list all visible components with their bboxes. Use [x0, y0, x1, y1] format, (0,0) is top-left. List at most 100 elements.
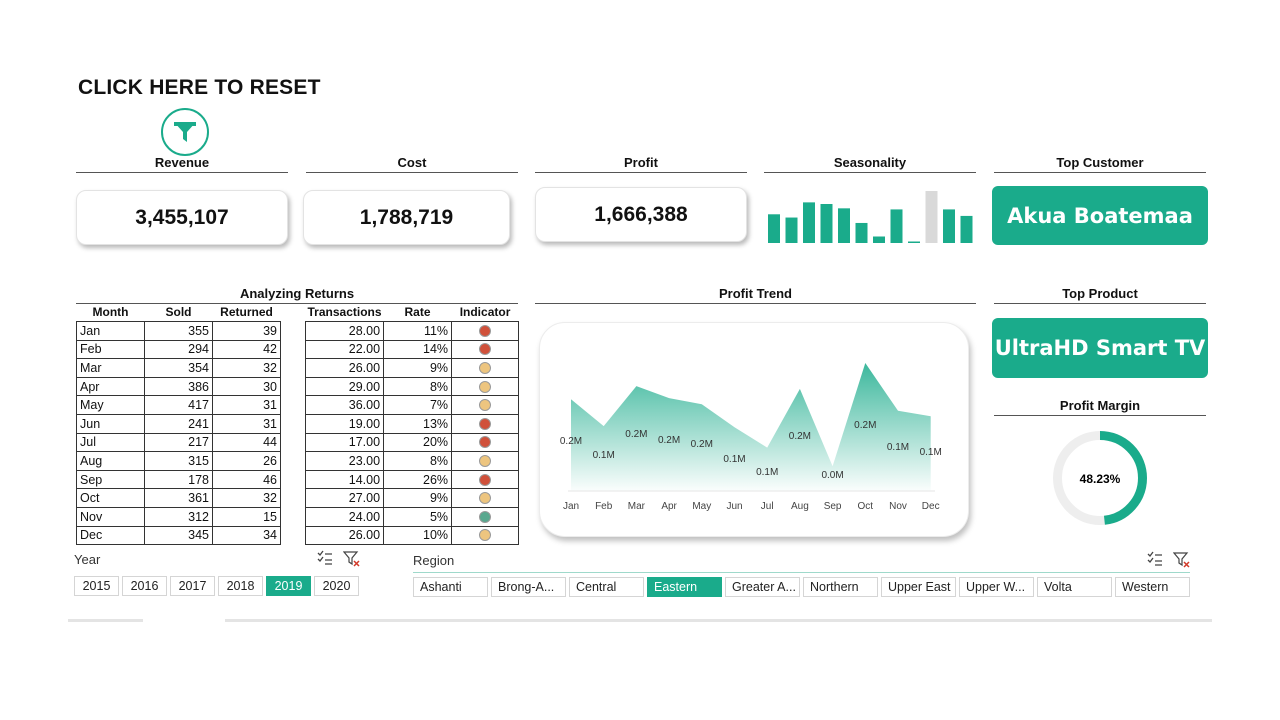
- cell-month: Apr: [76, 376, 145, 397]
- region-option-2[interactable]: Central: [569, 577, 644, 597]
- year-option-2018[interactable]: 2018: [218, 576, 263, 596]
- cell-month: Jan: [76, 321, 145, 341]
- profit-margin-value: 48.23%: [1080, 472, 1121, 486]
- cell-returned: 42: [212, 339, 281, 360]
- table-row: Jun 241 31: [76, 413, 281, 434]
- profit-value: 1,666,388: [594, 202, 688, 226]
- cell-transactions: 17.00: [304, 432, 385, 453]
- cell-sold: 294: [144, 339, 213, 360]
- cell-month: Jul: [76, 432, 145, 453]
- data-label: 0.1M: [593, 450, 615, 461]
- cell-month: Dec: [76, 525, 145, 546]
- clear-filter-icon[interactable]: [1172, 551, 1190, 573]
- table-row: 22.00 14%: [304, 339, 520, 360]
- profit-title: Profit: [535, 155, 747, 173]
- x-tick-label: Jun: [726, 501, 742, 512]
- revenue-card: 3,455,107: [76, 190, 288, 245]
- col-rate: Rate: [404, 305, 431, 319]
- cell-indicator: [451, 488, 520, 508]
- seasonality-bar: [768, 214, 780, 243]
- table-row: Oct 361 32: [76, 488, 281, 508]
- cell-sold: 361: [144, 488, 213, 508]
- cell-returned: 46: [212, 469, 281, 490]
- x-tick-label: Nov: [889, 501, 907, 512]
- cell-sold: 217: [144, 432, 213, 453]
- seasonality-bar: [890, 209, 903, 243]
- top-customer-value: Akua Boatemaa: [1007, 203, 1193, 228]
- year-option-2017[interactable]: 2017: [170, 576, 215, 596]
- x-tick-label: Oct: [858, 501, 874, 512]
- cell-returned: 30: [212, 376, 281, 397]
- indicator-dot-icon: [479, 454, 492, 467]
- region-option-0[interactable]: Ashanti: [413, 577, 488, 597]
- table-row: 36.00 7%: [304, 395, 520, 415]
- table-row: 23.00 8%: [304, 451, 520, 471]
- table-row: Sep 178 46: [76, 469, 281, 490]
- col-month: Month: [92, 305, 129, 319]
- x-tick-label: Aug: [791, 501, 809, 512]
- year-option-2020[interactable]: 2020: [314, 576, 359, 596]
- seasonality-bar: [820, 204, 833, 243]
- region-option-7[interactable]: Upper W...: [959, 577, 1034, 597]
- cell-sold: 417: [144, 395, 213, 415]
- reset-button[interactable]: CLICK HERE TO RESET: [78, 76, 321, 99]
- clear-filter-icon[interactable]: [342, 550, 360, 572]
- region-option-1[interactable]: Brong-A...: [491, 577, 566, 597]
- cell-rate: 26%: [383, 469, 453, 490]
- x-tick-label: Sep: [824, 501, 842, 512]
- year-slicer-label: Year: [74, 552, 101, 567]
- top-customer-card: Akua Boatemaa: [992, 186, 1208, 245]
- table-row: Aug 315 26: [76, 451, 281, 471]
- data-label: 0.2M: [625, 429, 647, 440]
- profit-margin-title: Profit Margin: [994, 398, 1206, 416]
- seasonality-bar: [803, 202, 815, 243]
- indicator-dot-icon: [479, 510, 492, 523]
- profit-trend-title: Profit Trend: [535, 286, 976, 304]
- indicator-dot-icon: [479, 380, 492, 393]
- region-option-8[interactable]: Volta: [1037, 577, 1112, 597]
- year-option-2016[interactable]: 2016: [122, 576, 167, 596]
- indicator-dot-icon: [479, 417, 492, 430]
- horizontal-scrollbar[interactable]: [68, 619, 1212, 622]
- data-label: 0.1M: [723, 454, 745, 465]
- multi-select-icon[interactable]: [1147, 551, 1163, 572]
- region-option-3[interactable]: Eastern: [647, 577, 722, 597]
- cell-month: May: [76, 395, 145, 415]
- top-product-title: Top Product: [994, 286, 1206, 304]
- col-transactions: Transactions: [307, 305, 382, 319]
- year-option-2015[interactable]: 2015: [74, 576, 119, 596]
- region-option-5[interactable]: Northern: [803, 577, 878, 597]
- region-option-4[interactable]: Greater A...: [725, 577, 800, 597]
- cell-returned: 26: [212, 451, 281, 471]
- x-tick-label: Jul: [761, 501, 774, 512]
- revenue-value: 3,455,107: [135, 205, 229, 229]
- scrollbar-thumb[interactable]: [143, 618, 225, 623]
- indicator-dot-icon: [479, 324, 492, 337]
- x-tick-label: Feb: [595, 501, 613, 512]
- cell-sold: 315: [144, 451, 213, 471]
- table-row: 24.00 5%: [304, 506, 520, 527]
- year-option-2019[interactable]: 2019: [266, 576, 311, 596]
- table-row: Jan 355 39: [76, 321, 281, 341]
- region-option-6[interactable]: Upper East: [881, 577, 956, 597]
- data-label: 0.2M: [789, 431, 811, 442]
- cell-rate: 5%: [383, 506, 453, 527]
- region-option-9[interactable]: Western: [1115, 577, 1190, 597]
- cell-transactions: 19.00: [304, 413, 385, 434]
- revenue-title: Revenue: [76, 155, 288, 173]
- data-label: 0.1M: [756, 467, 778, 478]
- table-row: Nov 312 15: [76, 506, 281, 527]
- filter-funnel-icon[interactable]: [161, 108, 209, 156]
- cell-month: Aug: [76, 451, 145, 471]
- indicator-dot-icon: [479, 473, 492, 486]
- seasonality-chart: [768, 191, 973, 243]
- cell-rate: 13%: [383, 413, 453, 434]
- profit-trend-card: 0.2M Jan 0.1M Feb 0.2M Mar 0.2M Apr 0.2M May 0.1M J…: [539, 322, 969, 537]
- x-tick-label: Dec: [922, 501, 940, 512]
- cell-transactions: 24.00: [304, 506, 385, 527]
- multi-select-icon[interactable]: [317, 550, 333, 571]
- col-indicator: Indicator: [459, 305, 511, 319]
- table-row: 29.00 8%: [304, 376, 520, 397]
- cell-indicator: [451, 395, 520, 415]
- cell-month: Jun: [76, 413, 145, 434]
